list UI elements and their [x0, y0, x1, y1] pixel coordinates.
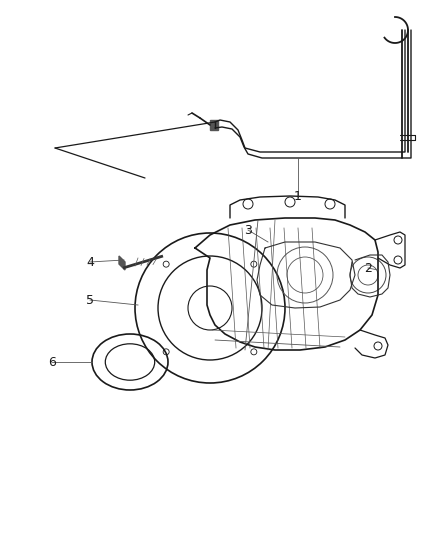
- Polygon shape: [119, 256, 125, 270]
- Text: 3: 3: [244, 223, 252, 237]
- Polygon shape: [210, 120, 218, 130]
- Text: 1: 1: [294, 190, 302, 204]
- Text: 2: 2: [364, 262, 372, 274]
- Text: 5: 5: [86, 294, 94, 306]
- Text: 4: 4: [86, 255, 94, 269]
- Text: 6: 6: [48, 356, 56, 368]
